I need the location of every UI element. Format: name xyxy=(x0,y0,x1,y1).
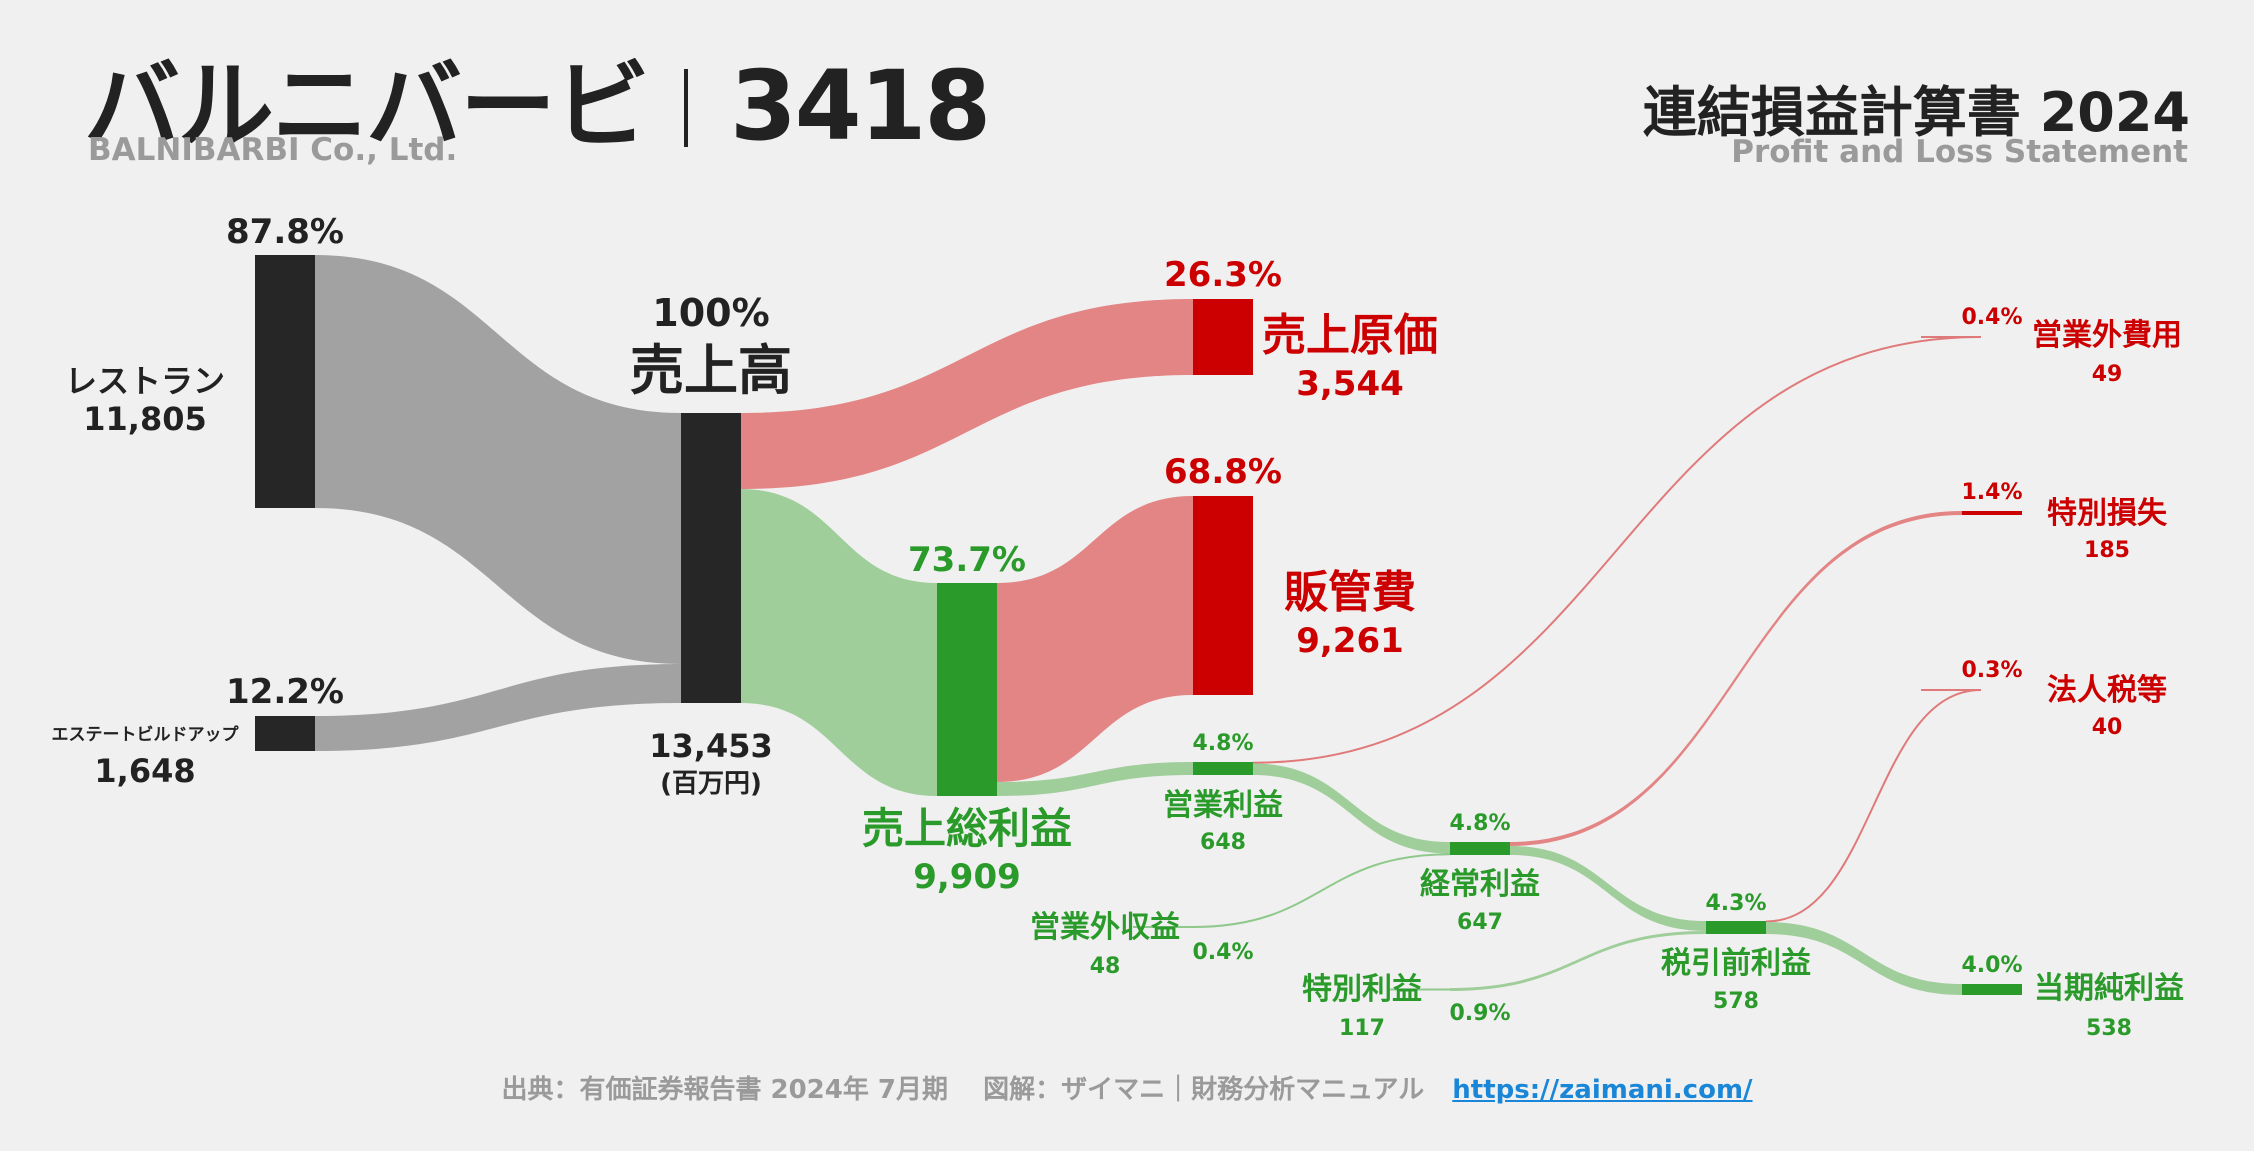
label-nonop_inc-value: 48 xyxy=(1090,954,1121,979)
statement-subtitle: Profit and Loss Statement xyxy=(1731,134,2188,170)
node-gross xyxy=(937,583,997,796)
ticker-code: 3418 xyxy=(730,50,991,162)
statement-title: 連結損益計算書 2024 xyxy=(1642,81,2190,144)
label-gross-pct: 73.7% xyxy=(908,540,1026,580)
label-gross-value: 9,909 xyxy=(913,857,1021,897)
footer-link[interactable]: https://zaimani.com/ xyxy=(1452,1075,1753,1105)
label-pretax-name: 税引前利益 xyxy=(1661,946,1811,981)
label-special_loss-name: 特別損失 xyxy=(2047,496,2168,531)
label-special_gain-name: 特別利益 xyxy=(1302,972,1422,1007)
label-tax-pct: 0.3% xyxy=(1961,658,2022,683)
label-ordinary-pct: 4.8% xyxy=(1449,811,1510,836)
flow-pretax-to-tax xyxy=(1765,689,1982,923)
label-nonop_exp-value: 49 xyxy=(2092,362,2123,387)
node-sga xyxy=(1193,496,1253,695)
flow-pretax-to-net xyxy=(1766,922,1962,995)
label-nonop_exp-pct: 0.4% xyxy=(1961,305,2022,330)
flow-revenue-to-cogs xyxy=(741,299,1193,489)
title-divider xyxy=(684,69,688,147)
label-estate-name: エステートビルドアップ xyxy=(52,724,240,745)
label-net-value: 538 xyxy=(2086,1016,2132,1041)
label-sga-name: 販管費 xyxy=(1284,567,1416,618)
label-unit: (百万円) xyxy=(660,769,762,799)
label-op-value: 648 xyxy=(1200,830,1246,855)
label-estate-value: 1,648 xyxy=(94,752,195,790)
node-net xyxy=(1962,984,2022,995)
footer: 出典：有価証券報告書 2024年 7月期 図解：ザイマニ｜財務分析マニュアル ht… xyxy=(0,1069,2254,1106)
flow-revenue-to-gross xyxy=(741,489,937,796)
flow-op-to-ordinary xyxy=(1253,763,1450,854)
label-ordinary-name: 経常利益 xyxy=(1420,867,1540,902)
label-cogs-value: 3,544 xyxy=(1296,364,1404,404)
flow-nonop_inc-to-ordinary xyxy=(1192,853,1451,928)
label-tax-name: 法人税等 xyxy=(2047,673,2167,708)
flow-gross-to-op xyxy=(997,762,1193,796)
sankey-nodes xyxy=(255,255,2022,995)
label-special_loss-pct: 1.4% xyxy=(1961,480,2022,505)
flow-gross-to-sga xyxy=(997,496,1193,782)
label-net-name: 当期純利益 xyxy=(2034,971,2184,1006)
label-pretax-pct: 4.3% xyxy=(1705,891,1766,916)
node-restaurant xyxy=(255,255,315,508)
company-name-en: BALNIBARBI Co., Ltd. xyxy=(88,132,458,168)
flow-op-to-nonop_exp xyxy=(1252,336,1982,764)
label-tax-value: 40 xyxy=(2092,715,2123,740)
label-cogs-name: 売上原価 xyxy=(1262,310,1438,361)
label-sga-value: 9,261 xyxy=(1296,621,1404,661)
label-ordinary-value: 647 xyxy=(1457,910,1503,935)
label-special_gain-pct: 0.9% xyxy=(1449,1001,1510,1026)
label-sga-pct: 68.8% xyxy=(1164,452,1282,492)
footer-source: 出典：有価証券報告書 2024年 7月期 図解：ザイマニ｜財務分析マニュアル xyxy=(501,1075,1425,1105)
label-pretax-value: 578 xyxy=(1713,989,1759,1014)
node-cogs xyxy=(1193,299,1253,375)
node-pretax xyxy=(1706,921,1766,934)
node-revenue xyxy=(681,413,741,703)
label-nonop_inc-pct: 0.4% xyxy=(1192,940,1253,965)
label-revenue-name: 売上高 xyxy=(630,339,792,402)
label-restaurant-name: レストラン xyxy=(65,362,225,400)
node-estate xyxy=(255,716,315,751)
flow-special_gain-to-pretax xyxy=(1450,931,1706,991)
label-net-pct: 4.0% xyxy=(1961,953,2022,978)
label-revenue-value: 13,453 xyxy=(649,727,772,765)
label-revenue-pct: 100% xyxy=(652,291,769,335)
label-nonop_exp-name: 営業外費用 xyxy=(2032,318,2182,353)
label-nonop_inc-name: 営業外収益 xyxy=(1030,910,1180,945)
label-op-name: 営業利益 xyxy=(1163,788,1283,823)
flow-ordinary-to-special_loss xyxy=(1510,511,1962,846)
sankey-links xyxy=(315,255,1982,995)
label-special_gain-value: 117 xyxy=(1339,1016,1385,1041)
flow-estate-to-revenue xyxy=(315,664,681,751)
node-ordinary xyxy=(1450,842,1510,855)
label-restaurant-pct: 87.8% xyxy=(226,212,344,252)
label-cogs-pct: 26.3% xyxy=(1164,255,1282,295)
node-special_loss xyxy=(1962,511,2022,515)
label-op-pct: 4.8% xyxy=(1192,731,1253,756)
label-restaurant-value: 11,805 xyxy=(83,400,206,438)
company-title: バルニバービ 3418 xyxy=(84,28,991,167)
flow-restaurant-to-revenue xyxy=(315,255,681,664)
label-gross-name: 売上総利益 xyxy=(862,804,1072,853)
node-op xyxy=(1193,762,1253,775)
label-special_loss-value: 185 xyxy=(2084,538,2130,563)
label-estate-pct: 12.2% xyxy=(226,672,344,712)
company-name: バルニバービ xyxy=(84,50,650,162)
flow-ordinary-to-pretax xyxy=(1510,846,1706,931)
